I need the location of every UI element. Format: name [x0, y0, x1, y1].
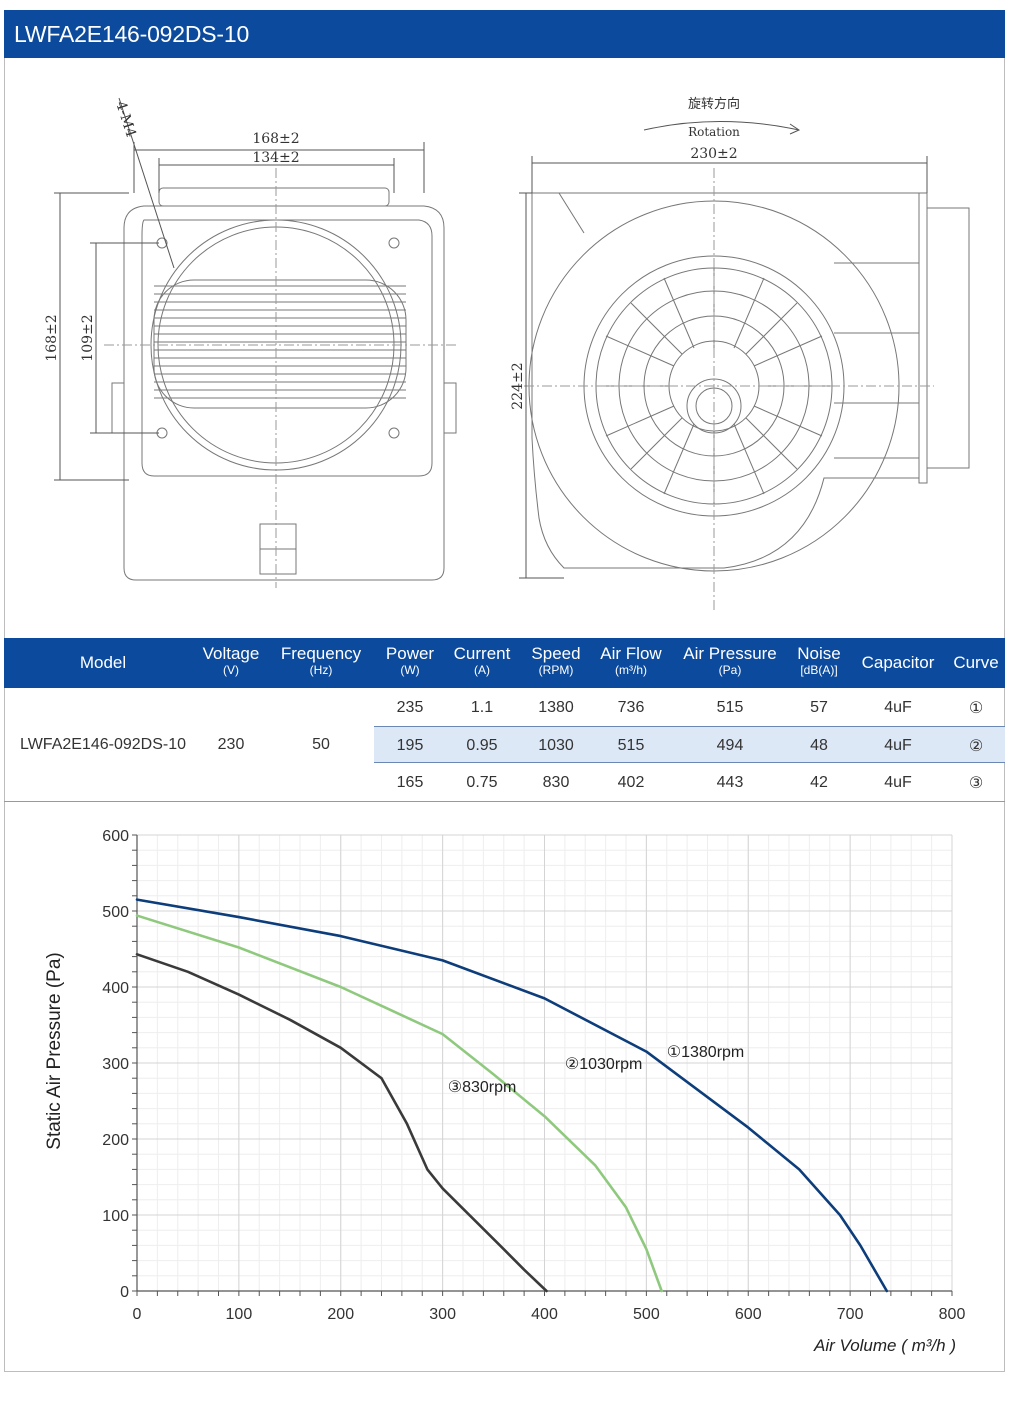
- header-capacitor: Capacitor: [861, 653, 935, 672]
- x-tick-label: 600: [735, 1306, 762, 1323]
- cell-airflow: 402: [617, 774, 645, 791]
- side-centerlines: [524, 168, 934, 613]
- y-tick-label: 100: [102, 1208, 129, 1225]
- table-row: 165 0.75 830 402 443 42 4uF ③: [4, 764, 1005, 801]
- series-label-2: ②1030rpm: [565, 1056, 643, 1073]
- side-width: 230±2: [690, 146, 737, 162]
- cell-curve: ②: [968, 736, 984, 755]
- spec-table: Model Voltage (V) Frequency (Hz) Power (W) …: [4, 638, 1005, 802]
- front-grille: [153, 279, 407, 409]
- cell-curve: ③: [968, 773, 984, 792]
- cell-frequency: 50: [312, 736, 330, 753]
- header-voltage: Voltage (V): [202, 644, 260, 677]
- x-tick-label: 200: [327, 1306, 354, 1323]
- cell-power: 195: [396, 737, 424, 754]
- table-row: 235 1.1 1380 736 515 57 4uF ①: [4, 689, 1005, 726]
- front-height-outer: 168±2: [44, 314, 60, 361]
- page-title: LWFA2E146-092DS-10: [14, 21, 250, 47]
- rotation-cn: 旋转方向: [688, 96, 740, 112]
- mount-hole-tr: [388, 237, 400, 249]
- cell-pressure: 515: [716, 699, 744, 716]
- cell-current: 0.75: [466, 774, 498, 791]
- cell-current: 1.1: [470, 699, 494, 716]
- cell-pressure: 443: [716, 774, 744, 791]
- front-width-inner: 134±2: [252, 150, 299, 166]
- x-tick-label: 700: [837, 1306, 864, 1323]
- x-tick-label: 100: [226, 1306, 253, 1323]
- cell-power: 165: [396, 774, 424, 791]
- side-height: 224±2: [510, 362, 526, 409]
- header-power: Power (W): [385, 644, 435, 677]
- cell-capacitor: 4uF: [884, 699, 912, 716]
- y-tick-label: 500: [102, 904, 129, 921]
- series-line-1: [135, 898, 889, 1293]
- header-curve: Curve: [953, 653, 999, 672]
- front-centerlines: [104, 168, 459, 588]
- front-height-inner: 109±2: [80, 314, 96, 361]
- x-tick-label: 400: [531, 1306, 558, 1323]
- cell-speed: 1380: [538, 699, 574, 716]
- spec-table-header: Model Voltage (V) Frequency (Hz) Power (W) …: [4, 638, 1005, 688]
- header-airflow: Air Flow (m³/h): [600, 644, 662, 677]
- performance-chart: 0 100 200 300 400 500 600 700 800 0 100 200 300 400 50…: [4, 805, 1005, 1372]
- header-model: Model: [79, 653, 127, 672]
- series-line-2: [135, 914, 663, 1293]
- front-width-outer: 168±2: [252, 131, 299, 147]
- table-divider: [4, 801, 1005, 802]
- x-tick-label: 500: [633, 1306, 660, 1323]
- cell-speed: 830: [542, 774, 570, 791]
- cell-voltage: 230: [217, 736, 245, 753]
- y-tick-label: 600: [102, 828, 129, 845]
- drawing-svg: 4-M4 168±2 134±2 168±2 109±2 旋转方向 Rotati…: [44, 96, 970, 613]
- front-view: [111, 187, 457, 581]
- header-speed: Speed (RPM): [531, 644, 581, 677]
- cell-current: 0.95: [466, 737, 498, 754]
- cell-noise: 57: [810, 699, 828, 716]
- cell-airflow: 515: [617, 737, 645, 754]
- front-dimensions: [54, 97, 425, 481]
- y-tick-label: 400: [102, 980, 129, 997]
- cell-noise: 48: [810, 737, 828, 754]
- x-axis-label: Air Volume ( m³/h ): [813, 1336, 956, 1355]
- cell-capacitor: 4uF: [884, 737, 912, 754]
- cell-airflow: 736: [617, 699, 645, 716]
- mount-hole-br: [388, 427, 400, 439]
- rotation-en: Rotation: [688, 125, 740, 139]
- series-label-1: ①1380rpm: [667, 1044, 745, 1061]
- cell-model: LWFA2E146-092DS-10: [19, 736, 186, 753]
- cell-power: 235: [396, 699, 424, 716]
- cell-speed: 1030: [538, 737, 574, 754]
- x-tick-label: 300: [429, 1306, 456, 1323]
- hole-label: 4-M4: [112, 99, 139, 139]
- series-label-3: ③830rpm: [448, 1079, 517, 1096]
- y-tick-label: 300: [102, 1056, 129, 1073]
- x-tick-label: 0: [133, 1306, 142, 1323]
- series-line-3: [135, 953, 548, 1293]
- x-tick-label: 800: [939, 1306, 966, 1323]
- header-current: Current (A): [453, 644, 511, 677]
- header-frequency: Frequency (Hz): [280, 644, 362, 677]
- y-tick-label: 200: [102, 1132, 129, 1149]
- header-noise: Noise [dB(A)]: [797, 644, 841, 677]
- chart-svg: 0 100 200 300 400 500 600 700 800 0 100 200 300 400 50…: [44, 828, 966, 1355]
- cell-noise: 42: [810, 774, 828, 791]
- title-bar: LWFA2E146-092DS-10: [4, 10, 1005, 58]
- cell-pressure: 494: [716, 737, 744, 754]
- side-view: [528, 192, 970, 572]
- y-axis-label: Static Air Pressure (Pa): [44, 952, 65, 1149]
- technical-drawing: 4-M4 168±2 134±2 168±2 109±2 旋转方向 Rotati…: [4, 58, 1005, 638]
- table-row-highlighted: 195 0.95 1030 515 494 48 4uF ②: [374, 726, 1005, 763]
- cell-capacitor: 4uF: [884, 774, 912, 791]
- side-dimensions: [519, 121, 928, 579]
- cell-curve: ①: [968, 698, 984, 717]
- header-pressure: Air Pressure (Pa): [683, 644, 777, 677]
- y-tick-label: 0: [120, 1284, 129, 1301]
